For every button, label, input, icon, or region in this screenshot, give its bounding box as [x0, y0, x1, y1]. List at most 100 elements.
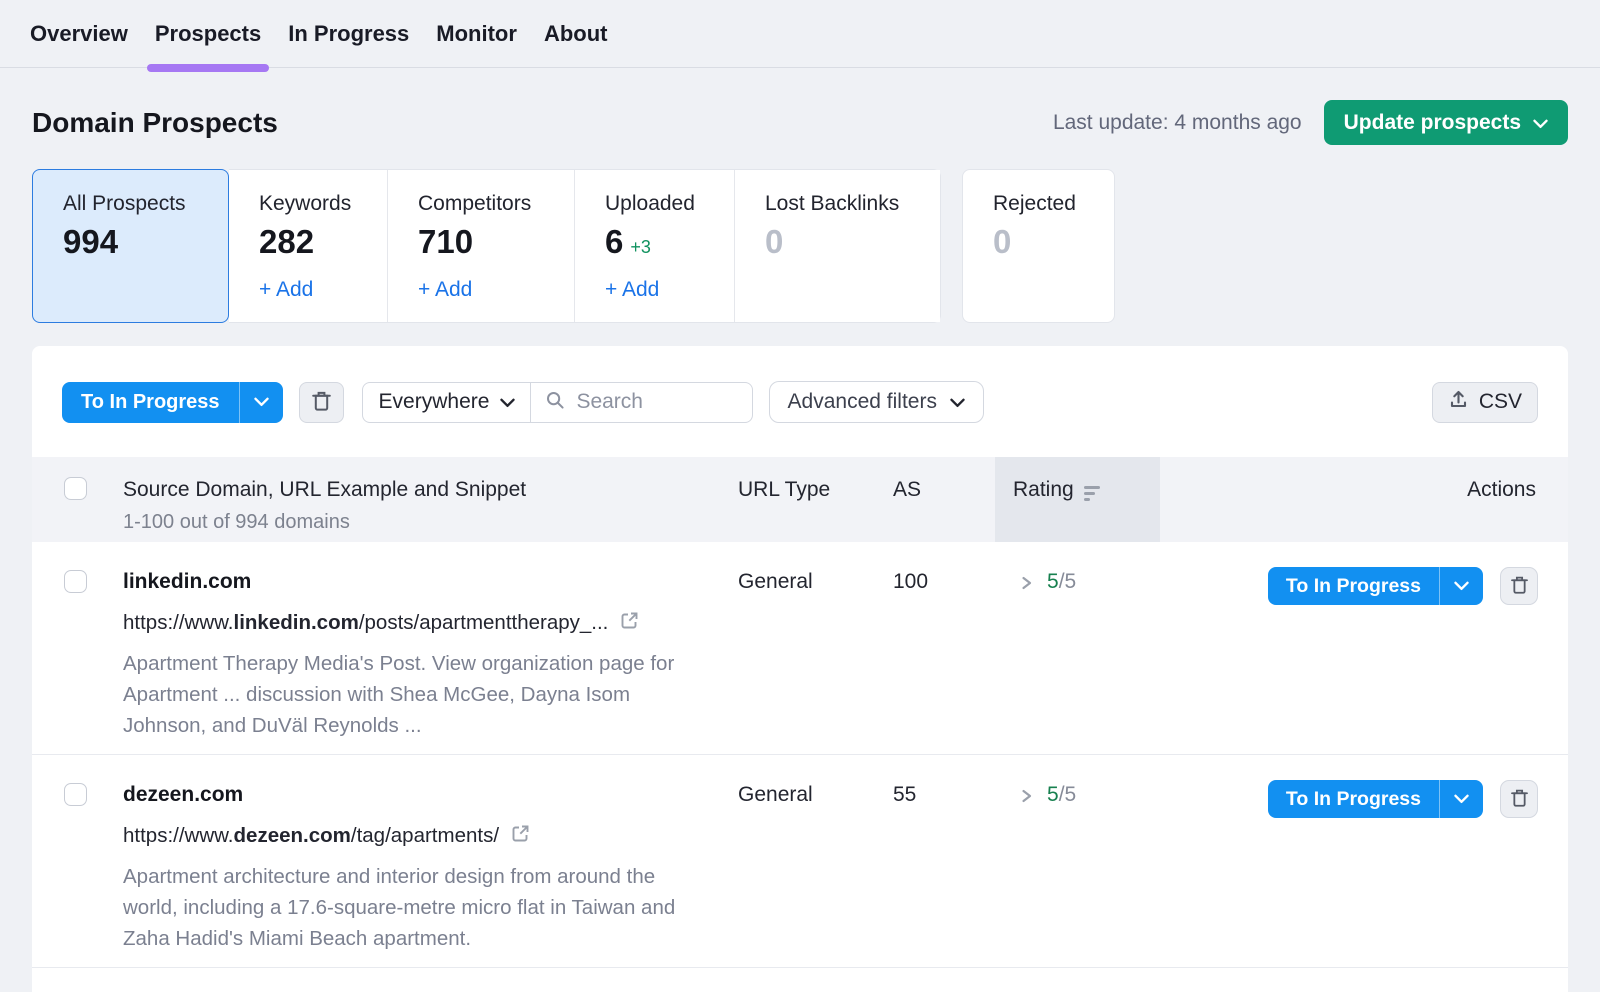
source-domain-link[interactable]: linkedin.com — [123, 570, 252, 593]
card-value: 6 +3 — [605, 223, 720, 261]
bulk-action-caret-button[interactable] — [238, 381, 283, 423]
export-csv-button[interactable]: CSV — [1431, 381, 1538, 423]
add-competitors-link[interactable]: + Add — [418, 278, 473, 301]
search-icon — [545, 390, 565, 415]
row-to-in-progress-label: To In Progress — [1285, 574, 1421, 597]
search-scope-dropdown[interactable]: Everywhere — [363, 383, 531, 422]
authority-score-value: 100 — [893, 570, 929, 593]
row-to-in-progress-label: To In Progress — [1285, 787, 1421, 810]
card-label: Lost Backlinks — [765, 192, 900, 215]
bulk-to-in-progress-button[interactable]: To In Progress — [62, 381, 239, 423]
top-nav: Overview Prospects In Progress Monitor A… — [0, 0, 1600, 72]
column-url-type: URL Type — [738, 478, 831, 501]
rating-score: 5 — [1047, 570, 1059, 593]
search-filter-combo: Everywhere — [361, 381, 753, 423]
card-value: 0 — [765, 223, 784, 260]
table-row: linkedin.com https://www.linkedin.com/po… — [32, 542, 1568, 755]
divider — [530, 382, 532, 422]
advanced-filters-label: Advanced filters — [787, 390, 937, 413]
column-rating-label: Rating — [1013, 478, 1074, 501]
column-as: AS — [893, 478, 922, 501]
row-checkbox[interactable] — [64, 570, 87, 593]
chevron-down-icon — [253, 395, 269, 410]
row-action-caret-button[interactable] — [1439, 780, 1483, 818]
rating-value: 5/5 — [1047, 570, 1076, 754]
advanced-filters-button[interactable]: Advanced filters — [768, 381, 984, 423]
actions-cell: To In Progress — [1160, 542, 1568, 754]
row-to-in-progress-split-button: To In Progress — [1267, 780, 1483, 818]
external-link-icon[interactable] — [510, 823, 531, 849]
search-scope-value: Everywhere — [378, 390, 490, 413]
row-checkbox-cell — [32, 542, 123, 754]
card-rejected[interactable]: Rejected 0 — [962, 169, 1115, 323]
card-label: Keywords — [259, 192, 352, 215]
update-prospects-button[interactable]: Update prospects — [1323, 100, 1568, 145]
column-rating-sort[interactable]: Rating — [995, 457, 1160, 542]
snippet-text: Apartment Therapy Media's Post. View org… — [123, 652, 675, 737]
pagination-summary: 1-100 out of 994 domains — [123, 511, 350, 533]
row-to-in-progress-button[interactable]: To In Progress — [1267, 567, 1439, 605]
card-label: Rejected — [993, 192, 1076, 215]
column-source-domain-label: Source Domain, URL Example and Snippet — [123, 478, 527, 501]
card-all-prospects[interactable]: All Prospects 994 — [32, 169, 229, 323]
chevron-down-icon — [1454, 792, 1469, 807]
card-value: 0 — [993, 223, 1012, 260]
url-example-link[interactable]: https://www.linkedin.com/posts/apartment… — [123, 611, 608, 635]
rating-value: 5/5 — [1047, 783, 1076, 967]
uploaded-delta-badge: +3 — [630, 237, 651, 257]
row-action-caret-button[interactable] — [1439, 567, 1483, 605]
url-domain: dezeen.com — [233, 824, 351, 847]
search-box — [531, 390, 751, 415]
prospects-panel: To In Progress Everywhere — [32, 346, 1568, 992]
export-icon — [1448, 389, 1469, 416]
tab-about[interactable]: About — [543, 20, 608, 46]
source-domain-cell: dezeen.com https://www.dezeen.com/tag/ap… — [123, 755, 738, 967]
card-competitors[interactable]: Competitors 710 + Add — [388, 170, 575, 322]
external-link-icon[interactable] — [619, 610, 640, 636]
card-label: All Prospects — [63, 192, 186, 215]
row-delete-button[interactable] — [1500, 567, 1538, 605]
card-value: 282 — [259, 223, 315, 260]
row-to-in-progress-button[interactable]: To In Progress — [1267, 780, 1439, 818]
url-domain: linkedin.com — [233, 611, 359, 634]
chevron-down-icon — [950, 390, 965, 414]
row-delete-button[interactable] — [1500, 780, 1538, 818]
last-update-text: Last update: 4 months ago — [1052, 110, 1302, 134]
rating-total: /5 — [1058, 783, 1077, 806]
url-example-link[interactable]: https://www.dezeen.com/tag/apartments/ — [123, 824, 499, 848]
table-toolbar: To In Progress Everywhere — [32, 346, 1568, 423]
summary-cards: All Prospects 994 Keywords 282 + Add Com… — [32, 169, 1568, 323]
bulk-delete-button[interactable] — [298, 381, 344, 423]
tab-monitor[interactable]: Monitor — [436, 20, 517, 46]
row-to-in-progress-split-button: To In Progress — [1267, 567, 1483, 605]
bulk-to-in-progress-label: To In Progress — [81, 390, 220, 413]
actions-cell: To In Progress — [1160, 755, 1568, 967]
column-actions: Actions — [1467, 478, 1536, 501]
authority-score-value: 55 — [893, 783, 917, 806]
trash-icon — [1510, 574, 1529, 598]
add-uploaded-link[interactable]: + Add — [605, 278, 660, 301]
url-prefix: https://www. — [123, 611, 234, 634]
expand-rating-icon[interactable] — [1020, 573, 1033, 754]
chevron-down-icon — [1454, 579, 1469, 594]
card-label: Competitors — [418, 192, 532, 215]
trash-icon — [311, 389, 332, 415]
expand-rating-icon[interactable] — [1020, 786, 1033, 967]
tab-prospects[interactable]: Prospects — [146, 0, 270, 72]
tab-overview[interactable]: Overview — [30, 20, 128, 46]
rating-score: 5 — [1047, 783, 1059, 806]
tab-in-progress[interactable]: In Progress — [288, 20, 410, 46]
search-input[interactable] — [576, 390, 738, 414]
select-all-checkbox[interactable] — [64, 477, 87, 500]
row-checkbox-cell — [32, 755, 123, 967]
add-keywords-link[interactable]: + Add — [259, 278, 314, 301]
card-uploaded[interactable]: Uploaded 6 +3 + Add — [575, 170, 735, 322]
url-suffix: /tag/apartments/ — [350, 824, 500, 847]
url-example-line: https://www.dezeen.com/tag/apartments/ — [123, 823, 738, 849]
card-lost-backlinks[interactable]: Lost Backlinks 0 — [735, 170, 940, 322]
source-domain-link[interactable]: dezeen.com — [123, 783, 244, 806]
sort-descending-icon — [1083, 486, 1100, 501]
row-checkbox[interactable] — [64, 783, 87, 806]
card-keywords[interactable]: Keywords 282 + Add — [229, 170, 388, 322]
card-label: Uploaded — [605, 192, 695, 215]
